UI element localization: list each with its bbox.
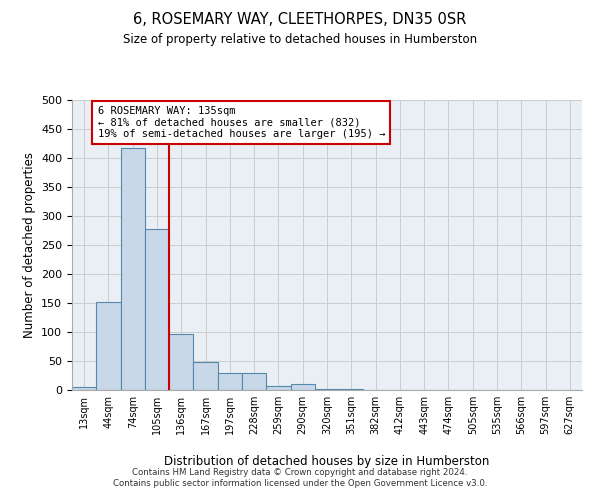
Bar [290,384,315,390]
Text: 6 ROSEMARY WAY: 135sqm
← 81% of detached houses are smaller (832)
19% of semi-de: 6 ROSEMARY WAY: 135sqm ← 81% of detached… [97,106,385,139]
Bar [169,334,193,390]
Text: Distribution of detached houses by size in Humberston: Distribution of detached houses by size … [164,455,490,468]
Y-axis label: Number of detached properties: Number of detached properties [23,152,35,338]
Text: 6, ROSEMARY WAY, CLEETHORPES, DN35 0SR: 6, ROSEMARY WAY, CLEETHORPES, DN35 0SR [133,12,467,28]
Bar [72,387,96,390]
Text: Size of property relative to detached houses in Humberston: Size of property relative to detached ho… [123,32,477,46]
Bar [121,148,145,390]
Bar [266,386,290,390]
Bar [242,372,266,390]
Bar [145,229,169,390]
Text: Contains HM Land Registry data © Crown copyright and database right 2024.
Contai: Contains HM Land Registry data © Crown c… [113,468,487,487]
Bar [96,302,121,390]
Bar [193,362,218,390]
Bar [218,372,242,390]
